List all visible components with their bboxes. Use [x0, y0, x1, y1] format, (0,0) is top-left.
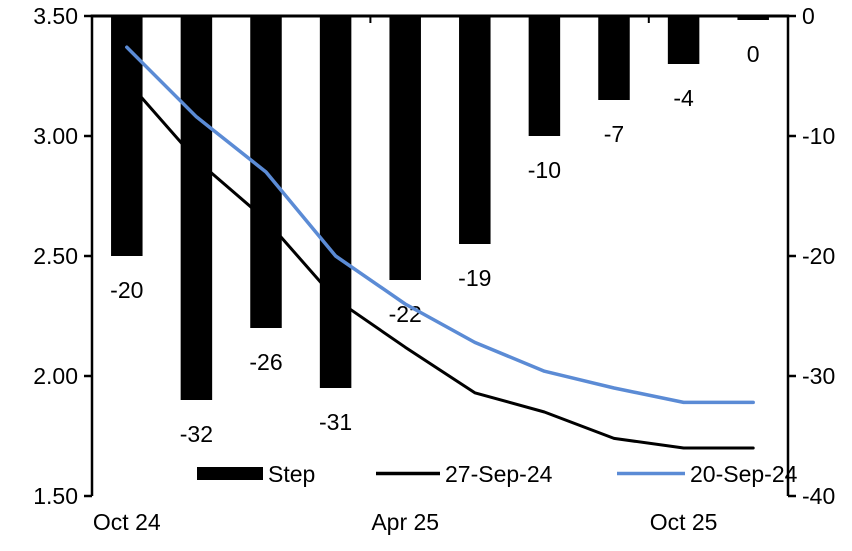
- legend-swatch-step: [197, 467, 263, 480]
- bar-data-label: -32: [180, 421, 213, 447]
- bar-step: [598, 16, 630, 100]
- x-axis-tick-label: Oct 25: [650, 509, 718, 535]
- legend-label-step: Step: [268, 461, 315, 487]
- left-axis-tick-label: 2.00: [33, 363, 78, 389]
- bar-step: [389, 16, 421, 280]
- bar-step: [180, 16, 213, 400]
- x-axis-tick-label: Apr 25: [371, 509, 439, 535]
- line-20-sep-24: [125, 45, 755, 405]
- bar-step: [319, 16, 352, 388]
- bar-data-label: -10: [528, 157, 561, 183]
- left-axis-tick-label: 1.50: [33, 483, 78, 509]
- bar-step: [111, 16, 143, 256]
- bar-data-label: -31: [319, 409, 352, 435]
- bar-data-label: -7: [604, 121, 624, 147]
- bar-data-label: 0: [747, 41, 760, 67]
- bar-data-label: -4: [673, 85, 694, 111]
- line-27-sep-24: [125, 79, 755, 450]
- bar-data-label: -26: [249, 349, 282, 375]
- right-axis-tick-label: -20: [802, 243, 835, 269]
- bar-step: [737, 16, 769, 20]
- x-axis-tick-label: Oct 24: [93, 509, 161, 535]
- left-axis-tick-label: 2.50: [33, 243, 78, 269]
- right-axis-tick-label: -10: [802, 123, 835, 149]
- right-axis-tick-label: 0: [802, 3, 815, 29]
- bar-data-label: -20: [110, 277, 143, 303]
- right-axis-tick-label: -40: [802, 483, 835, 509]
- bar-step: [459, 16, 491, 244]
- bar-data-label: -19: [458, 265, 491, 291]
- legend-label-27-sep-24: 27-Sep-24: [445, 461, 553, 487]
- bar-step: [667, 16, 700, 64]
- legend-label-20-sep-24: 20-Sep-24: [690, 461, 798, 487]
- left-axis-tick-label: 3.50: [33, 3, 78, 29]
- left-axis-tick-label: 3.00: [33, 123, 78, 149]
- bar-step: [528, 16, 561, 136]
- right-axis-tick-label: -30: [802, 363, 835, 389]
